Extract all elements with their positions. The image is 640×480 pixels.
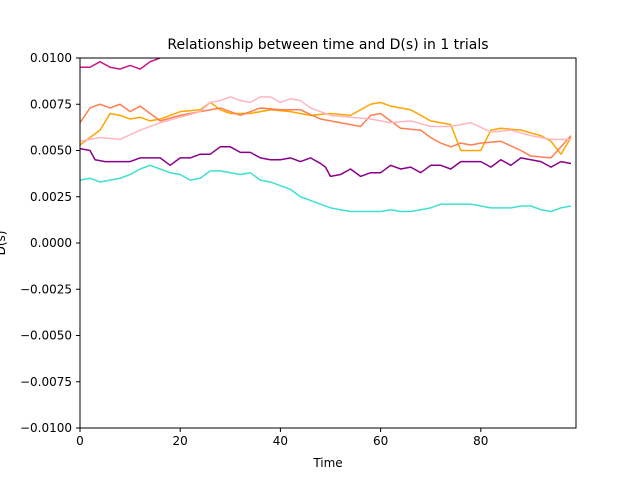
series-line-2: [80, 103, 572, 159]
x-axis-label: Time: [312, 456, 342, 470]
x-tick-label: 20: [173, 434, 188, 448]
y-tick-label: 0.0050: [30, 144, 72, 158]
x-tick-label: 0: [76, 434, 84, 448]
series-line-5: [80, 164, 572, 213]
y-tick-label: 0.0025: [30, 190, 72, 204]
y-tick-label: −0.0050: [20, 329, 72, 343]
chart-title: Relationship between time and D(s) in 1 …: [167, 37, 488, 53]
series-line-0: [80, 58, 161, 70]
y-tick-label: −0.0025: [20, 282, 72, 296]
x-tick-label: 40: [273, 434, 288, 448]
series-layer: [80, 58, 572, 213]
series-line-3: [80, 96, 571, 142]
y-tick-label: −0.0075: [20, 375, 72, 389]
series-line-1: [80, 101, 572, 155]
y-tick-label: −0.0100: [20, 421, 72, 435]
y-tick-label: 0.0100: [30, 51, 72, 65]
y-axis-label: D(s): [0, 231, 8, 256]
x-tick-label: 60: [373, 434, 388, 448]
x-tick-label: 80: [473, 434, 488, 448]
y-tick-label: 0.0075: [30, 97, 72, 111]
y-axis: −0.0100 −0.0075 −0.0050 −0.0025 0.0000 0.0025…: [20, 51, 80, 435]
y-tick-label: 0.0000: [30, 236, 72, 250]
series-line-4: [80, 146, 572, 178]
x-axis: 0 20 40 60 80: [76, 428, 488, 448]
